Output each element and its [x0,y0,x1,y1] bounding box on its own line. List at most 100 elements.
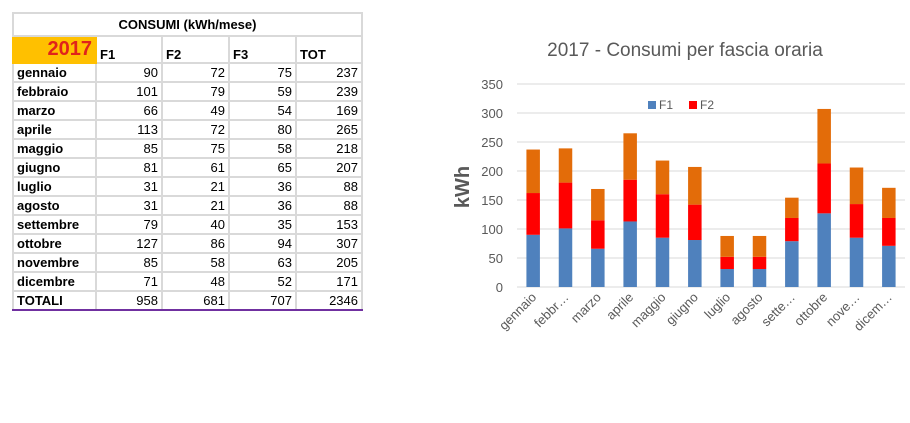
cell-tot: 171 [295,271,363,292]
cell-f2: 21 [161,176,230,197]
year-cell: 2017 [12,35,97,64]
bar-f3 [558,148,573,183]
cell-f2: 21 [161,195,230,216]
cell-f3: 58 [228,138,297,159]
bar-f2 [752,256,767,270]
cell-f3: 52 [228,271,297,292]
bar-f1 [558,228,573,287]
cell-tot: 169 [295,100,363,121]
cell-f3: 94 [228,233,297,254]
cell-f1: 66 [95,100,163,121]
bar-f1 [817,213,831,287]
table-row: gennaio 90 72 75 237 [12,62,363,83]
bar-f2 [688,204,702,241]
bar-f1 [688,240,702,287]
bar-f3 [623,133,637,180]
cell-f1: 90 [95,62,163,83]
bar-f3 [849,167,864,205]
legend-swatch-f2 [689,101,697,109]
bar-f2 [623,179,637,222]
cell-f2: 79 [161,81,230,102]
bar-f2 [720,256,734,270]
cell-tot: 205 [295,252,363,273]
table-title: CONSUMI (kWh/mese) [12,12,363,37]
cell-tot: 239 [295,81,363,102]
cell-f2: 86 [161,233,230,254]
bar-f1 [623,221,637,287]
bar-f2 [655,194,670,238]
bar-f1 [655,237,670,287]
cell-f3: 36 [228,176,297,197]
table-row: aprile 113 72 80 265 [12,119,363,140]
cell-f1: 958 [95,290,163,311]
bar-f1 [720,269,734,287]
table-row: ottobre 127 86 94 307 [12,233,363,254]
bar-f2 [558,182,573,229]
y-tick-label: 50 [489,251,503,266]
bar-f2 [591,220,605,249]
total-row: TOTALI 958 681 707 2346 [12,290,363,311]
bar-f1 [752,269,767,287]
y-tick-label: 250 [481,135,503,150]
bar-f2 [526,193,540,235]
table-row: marzo 66 49 54 169 [12,100,363,121]
row-label: febbraio [12,81,97,102]
cell-f3: 80 [228,119,297,140]
cell-f1: 85 [95,138,163,159]
cell-tot: 307 [295,233,363,254]
x-tick-label: gennaio [496,290,539,333]
bar-f1 [591,248,605,287]
x-tick-label: maggio [628,290,669,331]
bar-f3 [882,187,896,218]
bar-f3 [688,166,702,205]
row-label: novembre [12,252,97,273]
consumption-table: CONSUMI (kWh/mese) 2017 F1 F2 F3 TOT gen… [12,12,363,311]
chart-title: 2017 - Consumi per fascia oraria [547,40,823,61]
bar-f1 [785,241,799,287]
table-row: maggio 85 75 58 218 [12,138,363,159]
cell-tot: 2346 [295,290,363,311]
table-row: febbraio 101 79 59 239 [12,81,363,102]
bar-f2 [785,217,799,242]
row-label: dicembre [12,271,97,292]
x-tick-label: agosto [727,290,765,328]
table-row: luglio 31 21 36 88 [12,176,363,197]
cell-f2: 40 [161,214,230,235]
cell-f1: 31 [95,176,163,197]
cell-f3: 54 [228,100,297,121]
x-tick-label: ottobre [791,290,830,329]
cell-tot: 218 [295,138,363,159]
bar-f3 [526,149,540,194]
x-tick-label: marzo [568,290,604,326]
legend-label-f2: F2 [700,98,714,112]
row-label: agosto [12,195,97,216]
cell-f1: 71 [95,271,163,292]
y-tick-label: 150 [481,193,503,208]
cell-tot: 207 [295,157,363,178]
x-tick-label: sette… [758,290,798,330]
bar-f1 [849,237,864,287]
y-axis-label: kWh [452,166,474,208]
cell-f1: 127 [95,233,163,254]
legend-swatch-f1 [648,101,656,109]
cell-f1: 113 [95,119,163,140]
cell-f1: 81 [95,157,163,178]
cell-f2: 72 [161,119,230,140]
bar-f2 [882,217,896,246]
cell-f2: 681 [161,290,230,311]
cell-tot: 153 [295,214,363,235]
bar-f3 [785,197,799,218]
table-row: novembre 85 58 63 205 [12,252,363,273]
bar-f2 [817,163,831,214]
cell-f2: 48 [161,271,230,292]
y-tick-label: 350 [481,77,503,92]
y-tick-label: 100 [481,222,503,237]
bar-f3 [817,108,831,164]
bar-f3 [752,235,767,257]
x-tick-label: febbr… [531,290,572,331]
legend-label-f1: F1 [659,98,673,112]
y-tick-label: 200 [481,164,503,179]
bar-f3 [720,235,734,257]
table-row: agosto 31 21 36 88 [12,195,363,216]
table-row: settembre 79 40 35 153 [12,214,363,235]
